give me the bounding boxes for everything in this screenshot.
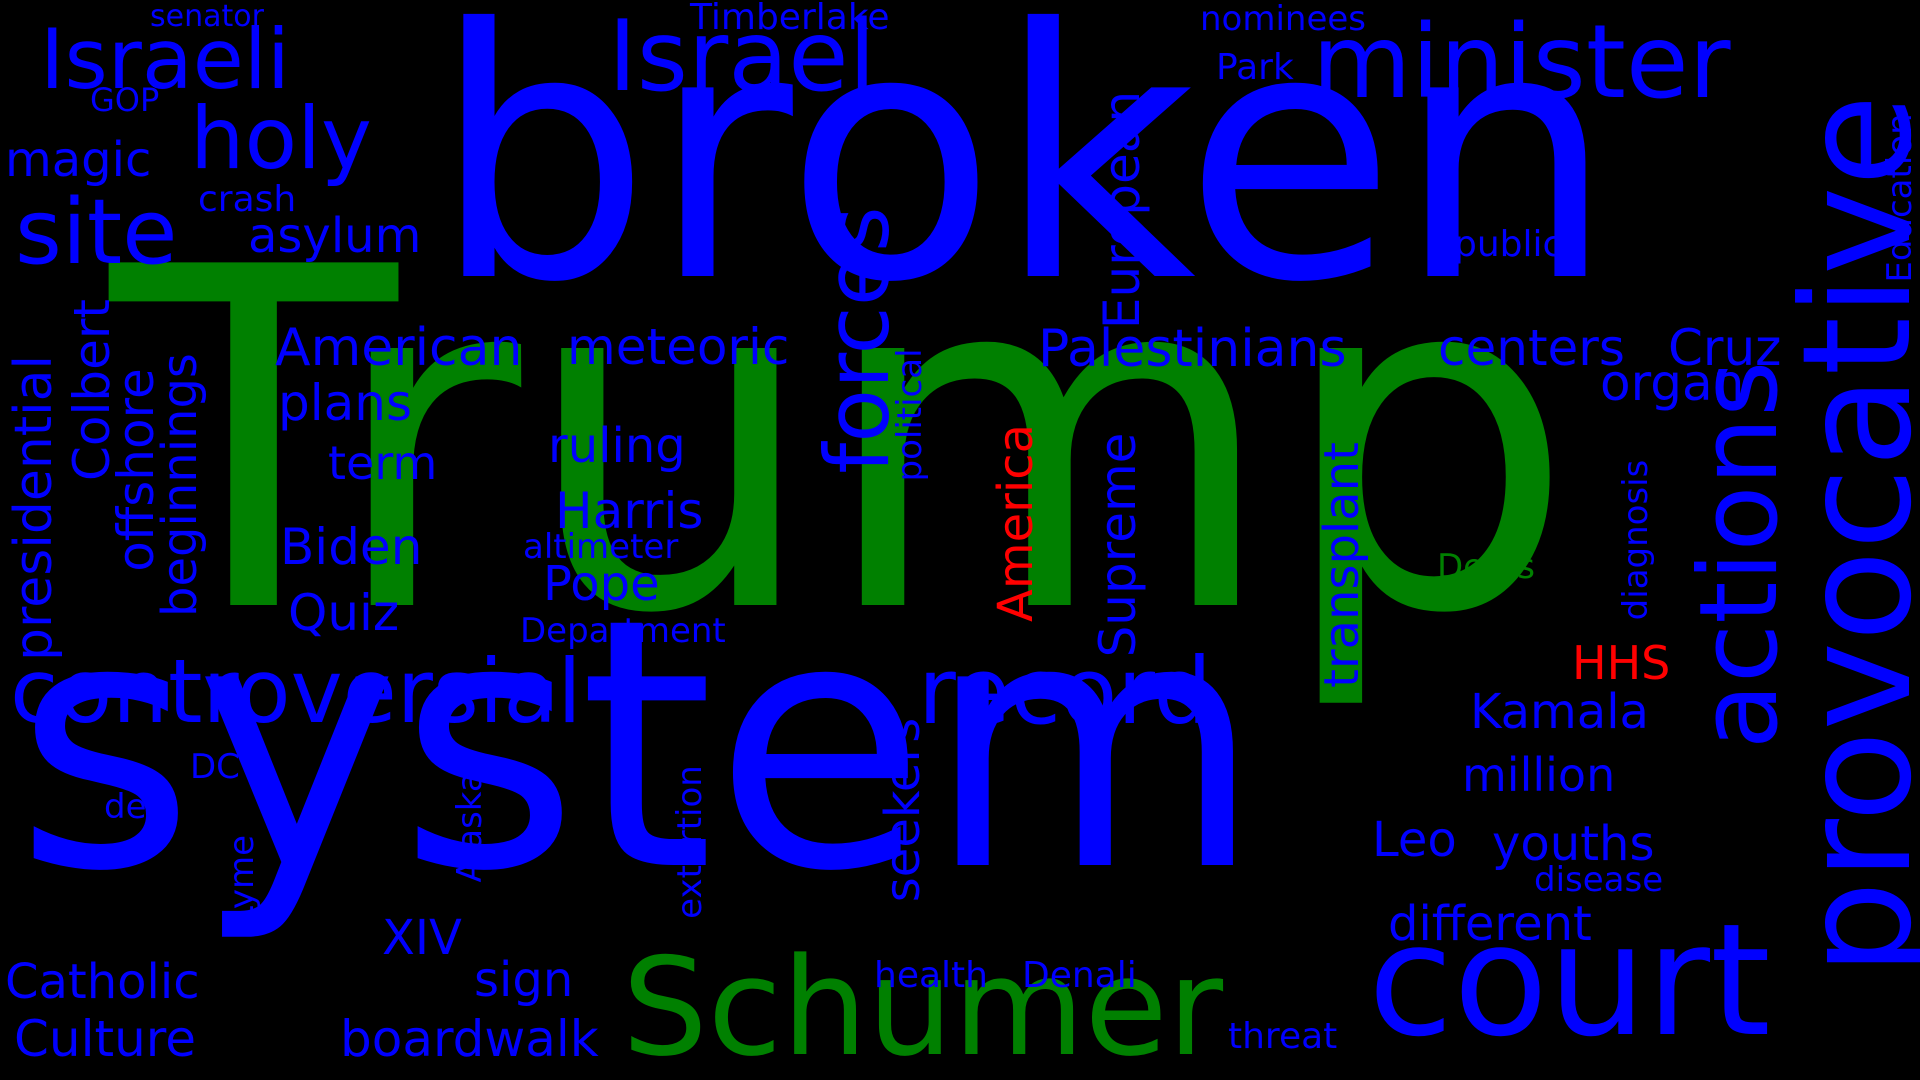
word-senator: senator — [150, 0, 264, 34]
word-organ: organ — [1600, 354, 1745, 412]
word-harris: Harris — [555, 482, 704, 540]
word-centers: centers — [1438, 319, 1625, 377]
word-presidential: presidential — [4, 355, 64, 661]
word-nominees: nominees — [1200, 0, 1367, 39]
word-seekers: seekers — [875, 717, 931, 903]
word-gop: GOP — [90, 81, 160, 119]
word-meteoric: meteoric — [567, 318, 790, 376]
word-biden: Biden — [280, 518, 423, 576]
word-disease: disease — [1534, 860, 1664, 900]
word-record: record — [918, 638, 1212, 745]
word-park: Park — [1216, 47, 1294, 88]
word-asylum: asylum — [248, 208, 422, 264]
word-cruz: Cruz — [1668, 319, 1782, 377]
word-court: court — [1368, 890, 1771, 1071]
word-quiz: Quiz — [288, 584, 400, 642]
word-holy: holy — [190, 89, 372, 189]
word-diagnosis: diagnosis — [1616, 459, 1656, 621]
word-term: term — [328, 436, 438, 490]
word-altimeter: altimeter — [523, 527, 679, 567]
word-threat: threat — [1228, 1016, 1338, 1057]
word-america: America — [988, 424, 1044, 622]
word-crash: crash — [198, 179, 297, 220]
word-transplant: transplant — [1314, 442, 1370, 688]
word-hhs: HHS — [1572, 636, 1671, 690]
word-denali: Denali — [1022, 955, 1137, 996]
word-political: political — [890, 348, 930, 482]
word-extortion: extortion — [670, 765, 710, 919]
word-trump: Trump — [110, 169, 1576, 716]
word-alaskas: Alaskas — [450, 753, 490, 883]
word-controversial: controversial — [10, 640, 582, 743]
word-sign: sign — [474, 952, 574, 1008]
word-boardwalk: boardwalk — [340, 1010, 599, 1068]
word-leo: Leo — [1372, 812, 1457, 868]
word-israeli: Israeli — [40, 11, 290, 108]
word-schumer: Schumer — [622, 929, 1224, 1080]
word-american: American — [275, 318, 523, 378]
word-european: European — [1093, 90, 1151, 330]
word-supreme: Supreme — [1089, 432, 1147, 658]
word-dems: Dems — [1437, 547, 1535, 587]
word-pope: Pope — [543, 556, 660, 612]
word-timberlake: Timberlake — [690, 0, 890, 38]
word-million: million — [1462, 748, 1616, 802]
word-beginnings: beginnings — [152, 353, 208, 617]
word-department: Department — [520, 611, 726, 651]
word-deal: deal — [104, 787, 177, 827]
word-health: health — [874, 955, 988, 996]
word-dc: DC — [190, 747, 240, 787]
word-lyme: Lyme — [222, 835, 262, 925]
word-kamala: Kamala — [1470, 684, 1649, 740]
word-ruling: ruling — [548, 418, 686, 474]
word-site: site — [15, 180, 178, 285]
word-broken: broken — [432, 0, 1615, 358]
word-israel: Israel — [608, 0, 876, 114]
word-culture: Culture — [14, 1010, 197, 1068]
word-minister: minister — [1312, 3, 1731, 122]
word-forces: forces — [806, 206, 909, 474]
word-system: system — [15, 546, 1263, 947]
word-xiv: XIV — [382, 910, 462, 966]
word-public: public — [1454, 224, 1563, 265]
word-education: Education — [1880, 113, 1920, 283]
word-actions: actions — [1677, 360, 1802, 750]
word-magic: magic — [5, 132, 152, 188]
word-plans: plans — [278, 374, 413, 432]
word-catholic: Catholic — [5, 954, 200, 1010]
word-youths: youths — [1492, 816, 1655, 872]
word-different: different — [1388, 896, 1592, 952]
word-palestinians: Palestinians — [1038, 319, 1347, 379]
